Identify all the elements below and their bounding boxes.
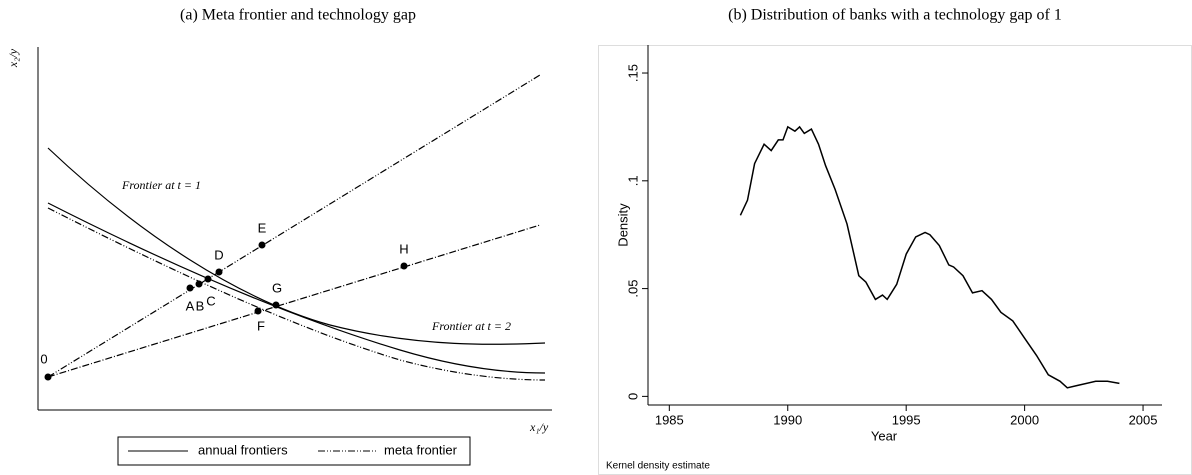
frontier-t1 <box>47 147 546 345</box>
y-tick-label: 0 <box>625 393 640 400</box>
point-label: H <box>399 241 408 256</box>
point <box>204 275 212 283</box>
panel-title: (a) Meta frontier and technology gap <box>180 7 416 24</box>
ray <box>47 74 541 378</box>
y-axis-label: Density <box>615 203 630 247</box>
x-tick-label: 2005 <box>1129 412 1158 427</box>
point-label: E <box>258 220 267 235</box>
curves <box>47 74 546 381</box>
point <box>186 284 194 292</box>
point <box>254 307 262 315</box>
annotation: Frontier at t = 1 <box>121 178 201 192</box>
point-label: F <box>257 318 265 333</box>
y-axis-label: x₂/y <box>6 48 20 68</box>
point-label: G <box>272 280 282 295</box>
point <box>400 262 408 270</box>
point-label: B <box>196 298 205 313</box>
meta-frontier <box>47 207 546 381</box>
point-label: A <box>186 298 195 313</box>
annotation: Frontier at t = 2 <box>431 319 511 333</box>
y-tick-label: .05 <box>625 280 640 298</box>
note: Kernel density estimate <box>606 461 710 472</box>
x-axis-label: x₁/y <box>529 420 549 434</box>
panel-frame <box>598 45 1192 475</box>
y-tick-label: .1 <box>625 175 640 186</box>
x-axis-label: Year <box>871 428 898 443</box>
x-tick-label: 1995 <box>892 412 921 427</box>
legend-box <box>117 436 471 466</box>
x-tick-label: 1990 <box>773 412 802 427</box>
points <box>44 241 408 381</box>
legend-label: annual frontiers <box>198 442 288 457</box>
point <box>258 241 266 249</box>
ray <box>47 224 541 378</box>
frontier-t2 <box>47 202 546 374</box>
x-tick-label: 1985 <box>655 412 684 427</box>
y-tick-label: .15 <box>625 64 640 82</box>
point <box>195 280 203 288</box>
point <box>215 268 223 276</box>
x-tick-label: 2000 <box>1010 412 1039 427</box>
legend-label: meta frontier <box>384 442 458 457</box>
point <box>44 373 52 381</box>
density-line <box>739 125 1120 389</box>
point <box>272 301 280 309</box>
point-label: C <box>206 293 215 308</box>
panel-title: (b) Distribution of banks with a technol… <box>728 7 1062 24</box>
point-label: 0 <box>40 351 47 366</box>
point-label: D <box>214 247 223 262</box>
